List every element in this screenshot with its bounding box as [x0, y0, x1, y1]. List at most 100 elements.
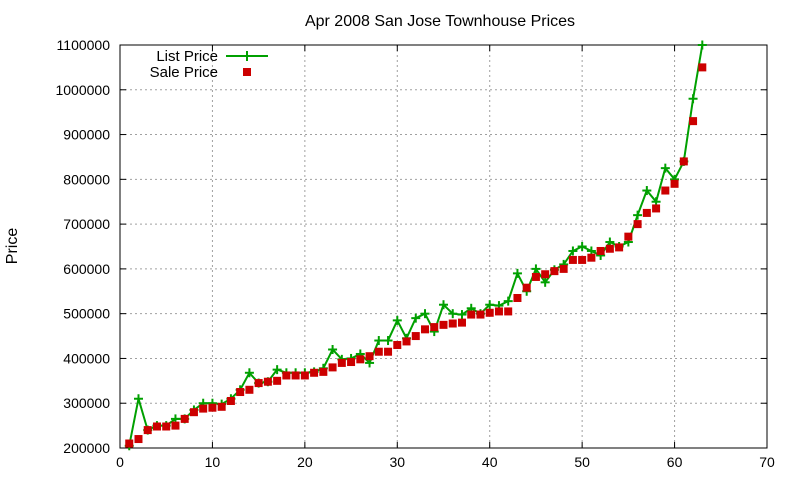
- sale-price-point: [171, 421, 180, 430]
- legend-label-sale-price: Sale Price: [150, 64, 218, 81]
- x-tick-label: 10: [205, 454, 221, 470]
- list-price-point: [660, 163, 670, 173]
- sale-price-point: [485, 308, 494, 317]
- x-tick-label: 40: [482, 454, 498, 470]
- y-tick-label: 200000: [63, 440, 110, 456]
- x-tick-label: 50: [574, 454, 590, 470]
- sale-price-point: [384, 347, 393, 356]
- sale-price-point: [143, 426, 152, 435]
- list-price-point: [272, 365, 282, 375]
- sale-price-point: [467, 310, 476, 319]
- sale-price-point: [402, 337, 411, 346]
- list-price-point: [133, 394, 143, 404]
- sale-price-point: [642, 208, 651, 217]
- sale-price-point: [411, 332, 420, 341]
- sale-price-point: [513, 293, 522, 302]
- sale-price-point: [245, 385, 254, 394]
- sale-price-point: [208, 403, 217, 412]
- sale-price-point: [439, 320, 448, 329]
- list-price-point: [512, 268, 522, 278]
- sale-price-point: [531, 272, 540, 281]
- list-price-point: [392, 315, 402, 325]
- list-price-point: [411, 313, 421, 323]
- x-tick-label: 20: [297, 454, 313, 470]
- sale-price-point: [568, 255, 577, 264]
- sale-price-point: [236, 388, 245, 397]
- grid: [120, 45, 767, 448]
- sale-price-point: [356, 355, 365, 364]
- y-tick-label: 500000: [63, 306, 110, 322]
- list-price-point: [328, 344, 338, 354]
- sale-price-point: [374, 347, 383, 356]
- list-price-point: [244, 368, 254, 378]
- list-price-point: [633, 210, 643, 220]
- sale-price-point: [199, 404, 208, 413]
- list-price-point: [383, 336, 393, 346]
- y-tick-label: 700000: [63, 216, 110, 232]
- sale-price-point: [522, 283, 531, 292]
- x-tick-label: 70: [759, 454, 775, 470]
- sale-price-point: [180, 414, 189, 423]
- list-price-point: [642, 186, 652, 196]
- y-axis-label: Price: [4, 228, 21, 265]
- sale-price-point: [476, 310, 485, 319]
- sale-price-point: [162, 422, 171, 431]
- list-price-point: [374, 336, 384, 346]
- y-tick-label: 1100000: [57, 37, 111, 53]
- plot-frame: [119, 44, 768, 449]
- sale-price-point: [393, 341, 402, 350]
- sale-price-point: [541, 270, 550, 279]
- list-price-point: [457, 310, 467, 320]
- sale-price-point: [430, 323, 439, 332]
- sale-price-point: [226, 396, 235, 405]
- list-price-point: [531, 264, 541, 274]
- list-price-point: [485, 300, 495, 310]
- y-tick-label: 300000: [63, 395, 110, 411]
- list-price-point: [448, 309, 458, 319]
- sale-price-point: [282, 371, 291, 380]
- sale-price-point: [217, 402, 226, 411]
- list-price-point: [540, 277, 550, 287]
- y-tick-label: 600000: [63, 261, 110, 277]
- sale-price-point: [134, 435, 143, 444]
- sale-price-point: [661, 186, 670, 195]
- y-tick-label: 900000: [63, 127, 110, 143]
- sale-price-point: [615, 243, 624, 252]
- list-price-point: [697, 40, 707, 50]
- list-price-point: [503, 296, 513, 306]
- axis-ticks: 0 10 20 30 40 50 60 70 200000 300000 400000 500000 6…: [55, 37, 775, 470]
- sale-price-point: [624, 232, 633, 241]
- sale-price-point: [652, 204, 661, 213]
- sale-price-point: [291, 371, 300, 380]
- sale-price-point: [254, 379, 263, 388]
- sale-price-point: [605, 244, 614, 253]
- sale-price-point: [578, 255, 587, 264]
- sale-price-point: [337, 358, 346, 367]
- sale-price-point: [670, 179, 679, 188]
- sale-price-point: [347, 358, 356, 367]
- sale-price-point: [125, 439, 134, 448]
- legend-marker-list-price: [242, 51, 252, 61]
- list-price-point: [420, 309, 430, 319]
- sale-price-point: [550, 267, 559, 276]
- sale-price-point: [679, 157, 688, 166]
- y-tick-label: 800000: [63, 171, 110, 187]
- list-price-point: [439, 300, 448, 310]
- legend: List Price Sale Price: [150, 48, 268, 81]
- sale-price-point: [189, 408, 198, 417]
- sale-price-point: [273, 376, 282, 385]
- list-price-point: [688, 94, 698, 104]
- x-tick-label: 30: [389, 454, 405, 470]
- sale-price-point: [494, 307, 503, 316]
- sale-price-point: [559, 264, 568, 273]
- sale-price-point: [689, 117, 698, 126]
- sale-price-point: [310, 368, 319, 377]
- sale-price-point: [457, 318, 466, 327]
- series: [124, 40, 707, 451]
- y-tick-label: 400000: [63, 350, 110, 366]
- sale-price-point: [328, 363, 337, 372]
- sale-price-point: [152, 422, 161, 431]
- sale-price-point: [698, 63, 707, 72]
- list-price-point: [568, 246, 578, 256]
